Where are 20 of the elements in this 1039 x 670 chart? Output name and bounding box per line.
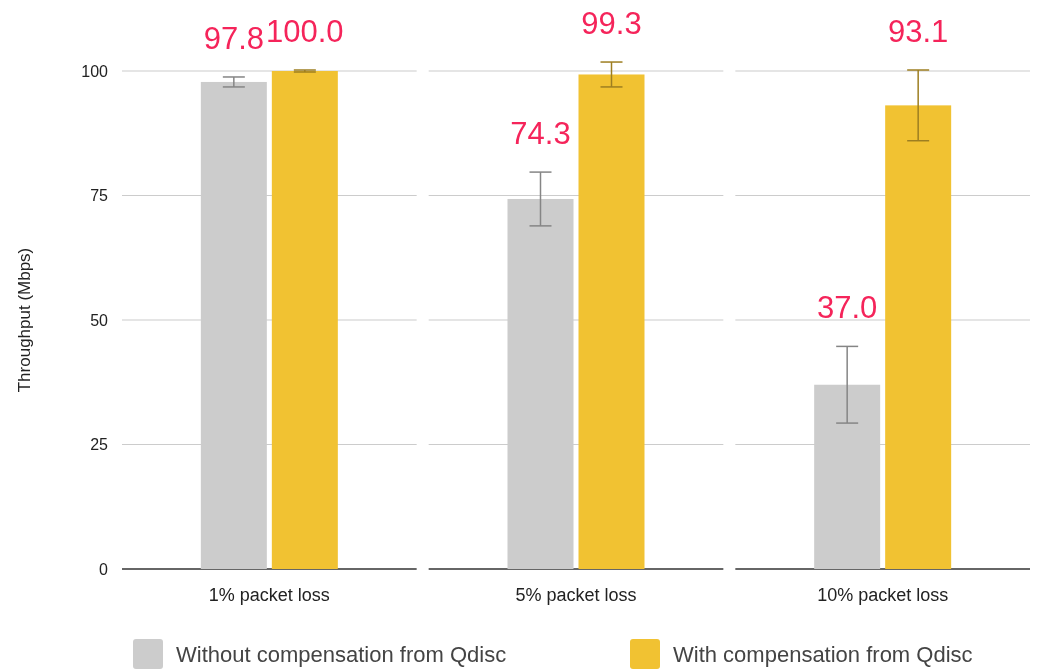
data-label: 74.3	[510, 116, 571, 152]
y-tick-label: 50	[90, 311, 109, 329]
bar	[271, 71, 338, 569]
legend-label: Without compensation from Qdisc	[176, 641, 507, 667]
bar	[885, 105, 952, 569]
y-tick-label: 75	[90, 187, 109, 205]
x-tick-label: 10% packet loss	[817, 585, 949, 605]
x-tick-label: 5% packet loss	[515, 585, 637, 605]
y-tick-label: 100	[81, 62, 109, 80]
data-label: 97.8	[203, 20, 265, 56]
bar	[578, 74, 645, 569]
data-label: 37.0	[816, 290, 878, 326]
x-tick-label: 1% packet loss	[208, 585, 330, 605]
y-tick-label: 25	[90, 436, 109, 454]
legend-label: With compensation from Qdisc	[673, 641, 973, 667]
data-label: 99.3	[581, 6, 642, 42]
y-tick-label: 0	[99, 560, 109, 578]
y-axis-title: Throughput (Mbps)	[15, 247, 34, 393]
data-label: 100.0	[266, 14, 344, 49]
data-label: 93.1	[887, 14, 949, 49]
